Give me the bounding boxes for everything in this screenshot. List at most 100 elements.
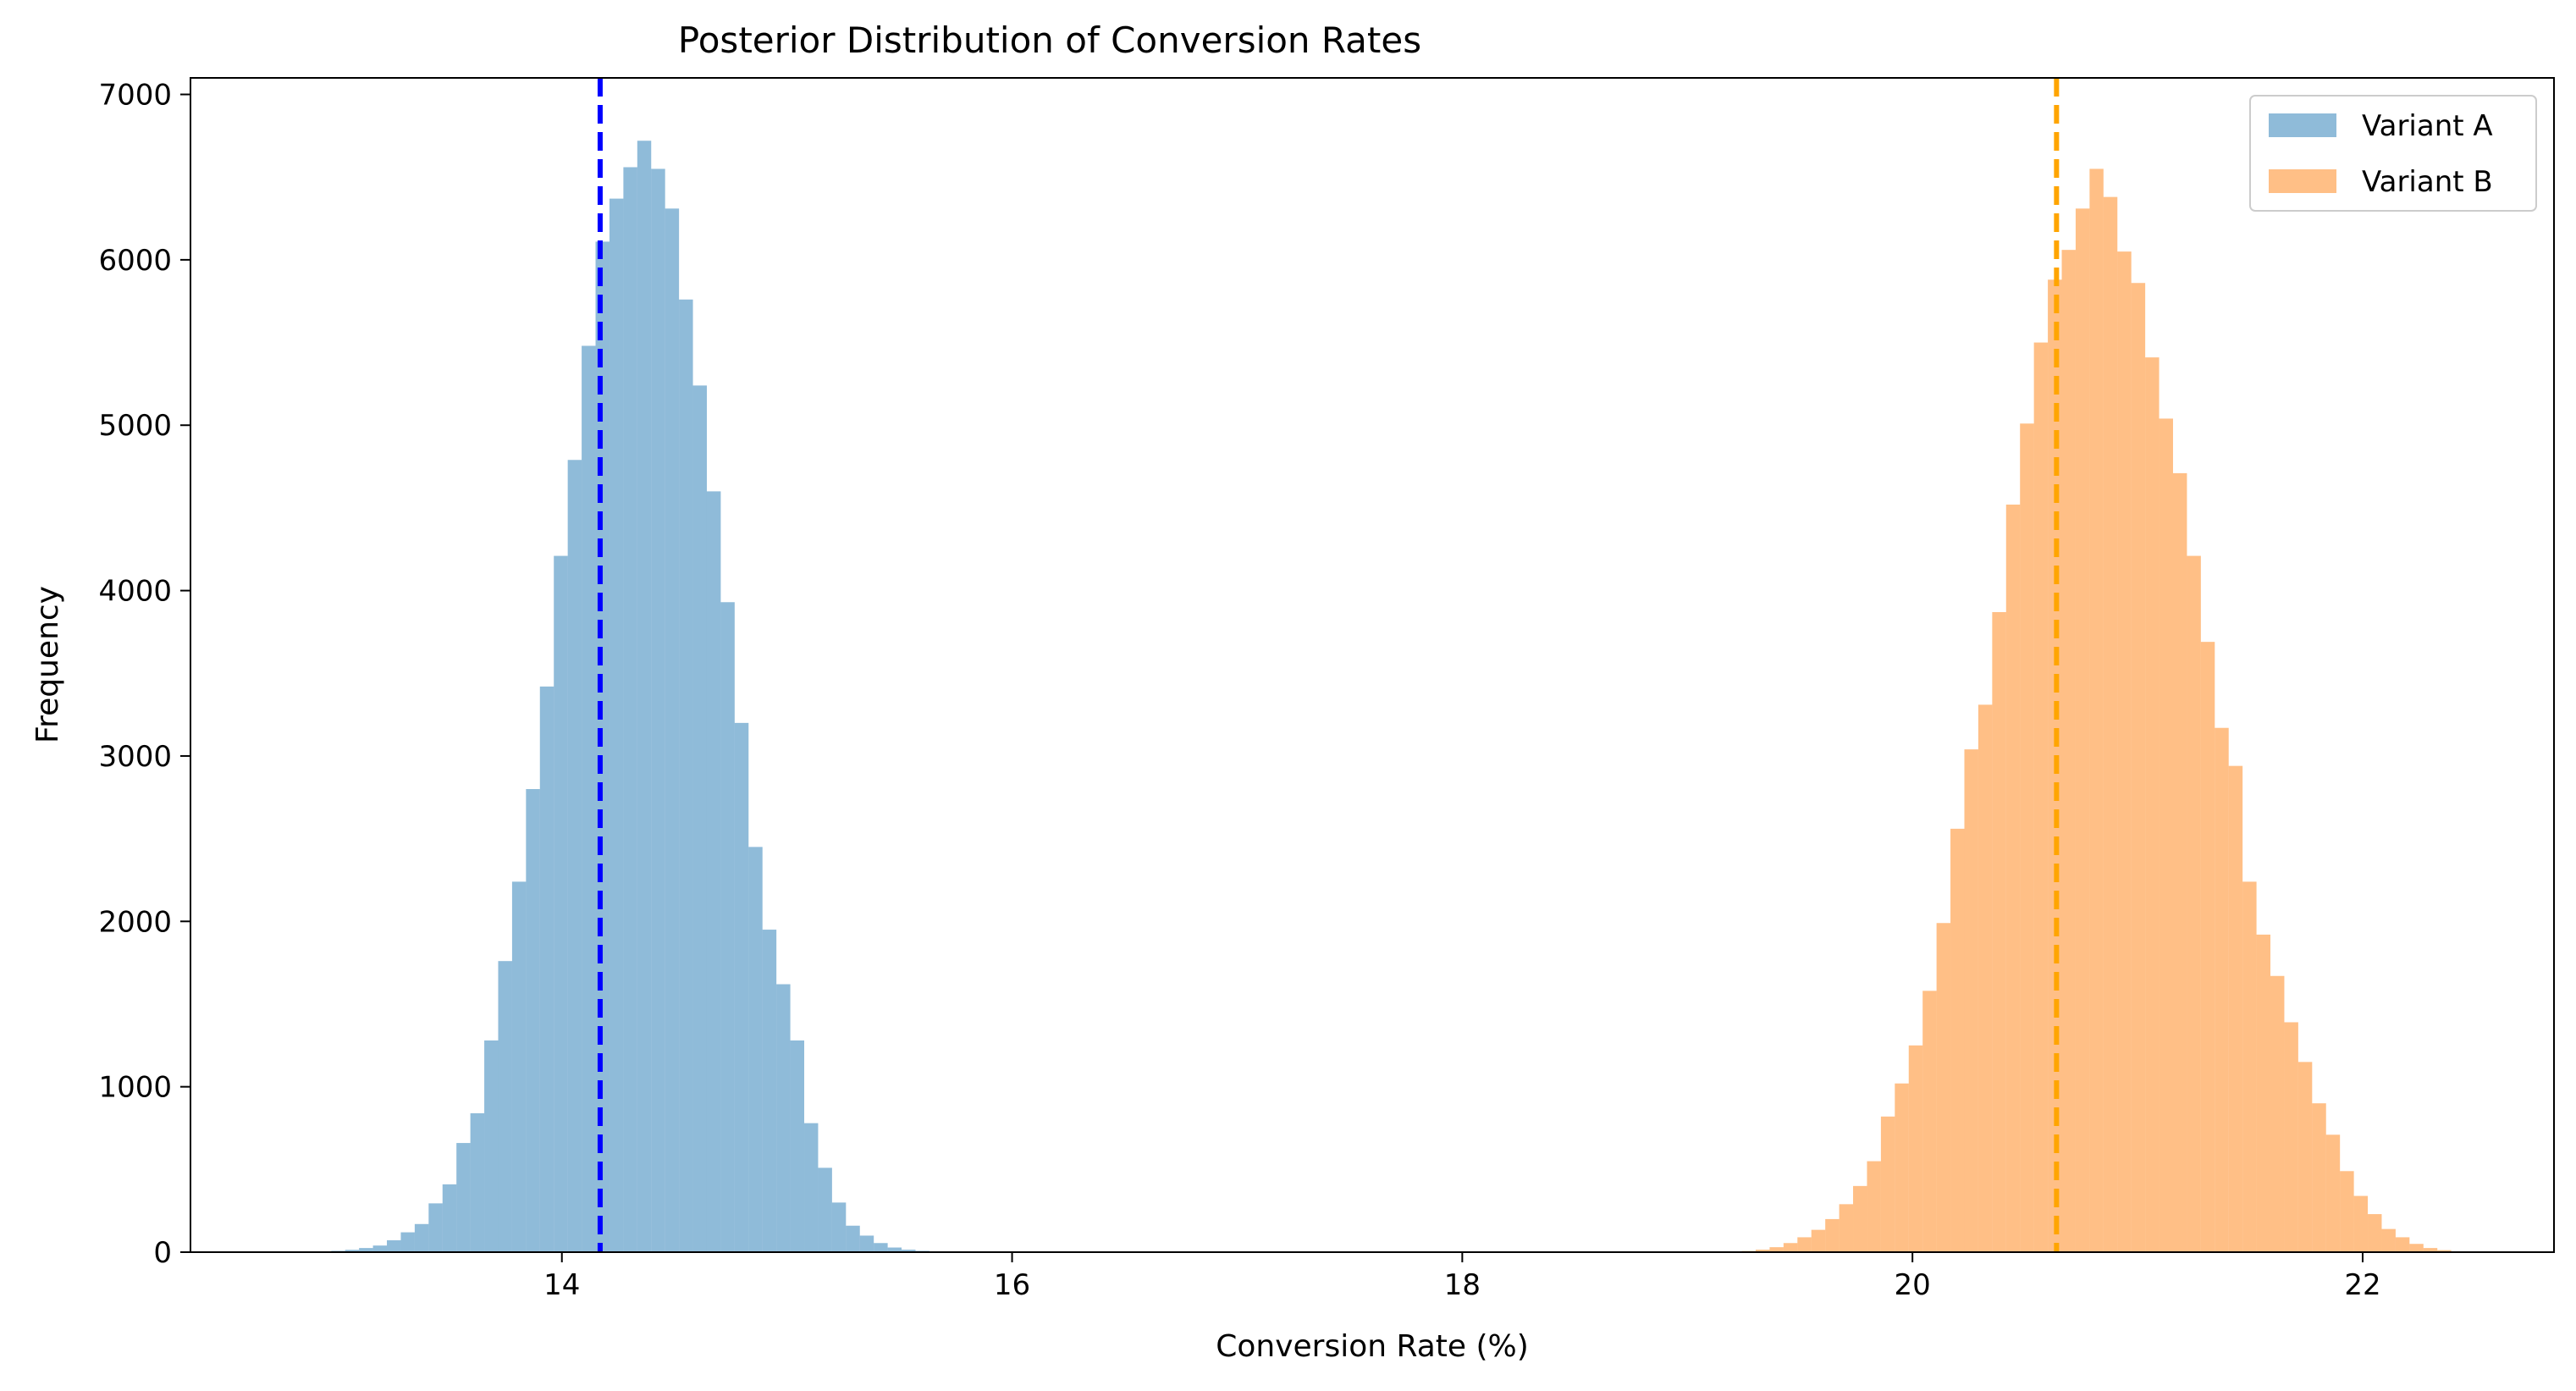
histogram-bar-variant-b xyxy=(2132,283,2145,1252)
legend-label-variant-b: Variant B xyxy=(2362,165,2493,199)
histogram-bar-variant-b xyxy=(2076,208,2089,1252)
histogram-bar-variant-b xyxy=(1825,1219,1839,1252)
histogram-bar-variant-b xyxy=(2215,728,2228,1252)
histogram-bar-variant-a xyxy=(400,1233,414,1252)
histogram-bar-variant-a xyxy=(637,141,651,1252)
histogram-bar-variant-a xyxy=(526,789,539,1252)
histogram-bar-variant-b xyxy=(2006,505,2020,1252)
histogram-bar-variant-a xyxy=(554,556,567,1252)
y-tick-label: 6000 xyxy=(98,244,172,278)
histogram-bar-variant-a xyxy=(665,208,679,1252)
histogram-bar-variant-a xyxy=(568,460,582,1252)
histogram-bar-variant-a xyxy=(763,930,776,1252)
histogram-bar-variant-a xyxy=(623,167,637,1252)
histogram-bar-variant-a xyxy=(693,385,707,1252)
histogram-bar-variant-b xyxy=(2173,473,2187,1252)
histogram-bar-variant-a xyxy=(748,847,762,1252)
x-tick-label: 14 xyxy=(543,1268,580,1302)
histogram-bar-variant-b xyxy=(2201,642,2215,1252)
histogram-bar-variant-b xyxy=(1950,829,1964,1252)
y-axis-label: Frequency xyxy=(30,586,65,743)
histogram-bar-variant-a xyxy=(443,1184,456,1252)
histogram-bar-variant-b xyxy=(2270,976,2284,1252)
legend: Variant A Variant B xyxy=(2250,96,2536,211)
histogram-bar-variant-a xyxy=(804,1123,818,1252)
histogram-bar-variant-b xyxy=(2089,168,2103,1252)
histogram-bar-variant-b xyxy=(2298,1062,2312,1252)
histogram-bar-variant-a xyxy=(387,1240,400,1252)
histogram-bar-variant-b xyxy=(2187,556,2200,1252)
histogram-bar-variant-a xyxy=(484,1040,498,1252)
histogram-bar-variant-b xyxy=(2034,343,2048,1252)
histogram-bar-variant-b xyxy=(2117,251,2131,1252)
chart-title: Posterior Distribution of Conversion Rat… xyxy=(678,19,1421,61)
histogram-bar-variant-b xyxy=(2242,881,2256,1252)
y-tick-label: 7000 xyxy=(98,79,172,113)
histogram-bar-variant-a xyxy=(610,199,623,1252)
histogram-bar-variant-a xyxy=(874,1243,887,1252)
histogram-bar-variant-b xyxy=(2409,1244,2423,1252)
histogram-bar-variant-b xyxy=(2104,197,2117,1252)
histogram-bar-variant-a xyxy=(540,687,554,1252)
legend-swatch-variant-b xyxy=(2269,169,2336,193)
histogram-bar-variant-a xyxy=(860,1235,874,1252)
x-tick-label: 18 xyxy=(1444,1268,1481,1302)
x-tick-label: 20 xyxy=(1895,1268,1931,1302)
histogram-bar-variant-b xyxy=(1881,1117,1895,1252)
histogram-bar-variant-a xyxy=(818,1167,831,1252)
histogram-bar-variant-a xyxy=(373,1245,387,1252)
histogram-bar-variant-a xyxy=(582,345,595,1252)
histogram-bar-variant-b xyxy=(2062,250,2076,1252)
y-tick-label: 2000 xyxy=(98,905,172,939)
histogram-bar-variant-b xyxy=(1784,1243,1797,1252)
histogram-bar-variant-b xyxy=(2354,1196,2368,1252)
histogram-bar-variant-a xyxy=(707,491,720,1252)
y-tick-label: 0 xyxy=(153,1236,172,1270)
histogram-bar-variant-b xyxy=(1978,704,1992,1252)
histogram-bar-variant-b xyxy=(1909,1046,1922,1252)
histogram-bar-variant-a xyxy=(651,168,665,1252)
histogram-bar-variant-a xyxy=(428,1203,442,1252)
histogram-bar-variant-a xyxy=(735,723,748,1252)
histogram-bar-variant-b xyxy=(1937,923,1950,1252)
histogram-bar-variant-a xyxy=(679,300,692,1252)
histogram-bar-variant-b xyxy=(1992,612,2005,1252)
histogram-bar-variant-b xyxy=(1797,1237,1811,1252)
histogram-bar-variant-a xyxy=(791,1040,804,1252)
histogram-bar-variant-a xyxy=(832,1202,846,1252)
histogram-bar-variant-a xyxy=(776,985,790,1252)
histogram-bar-variant-b xyxy=(1867,1162,1880,1252)
histogram-bar-variant-a xyxy=(471,1113,484,1252)
histogram-bar-variant-b xyxy=(1895,1084,1908,1252)
histogram-bar-variant-b xyxy=(2145,357,2159,1252)
histogram-bar-variant-a xyxy=(456,1143,470,1252)
histogram-bar-variant-b xyxy=(2229,766,2242,1252)
histogram-bar-variant-b xyxy=(1853,1186,1867,1252)
histogram-bar-variant-b xyxy=(2340,1171,2353,1252)
y-tick-label: 4000 xyxy=(98,575,172,609)
y-tick-label: 5000 xyxy=(98,409,172,443)
histogram-bar-variant-b xyxy=(1922,991,1936,1252)
histogram-bar-variant-a xyxy=(498,961,511,1252)
legend-label-variant-a: Variant A xyxy=(2362,109,2493,143)
histogram-bar-variant-a xyxy=(846,1226,859,1252)
histogram-bar-variant-b xyxy=(2257,935,2270,1252)
y-tick-label: 1000 xyxy=(98,1071,172,1105)
histogram-bar-variant-b xyxy=(1812,1230,1825,1252)
histogram-bar-variant-b xyxy=(2396,1237,2409,1252)
histogram-bar-variant-b xyxy=(2284,1022,2297,1252)
histogram-bar-variant-b xyxy=(2368,1214,2381,1252)
histogram-bar-variant-b xyxy=(2020,423,2033,1252)
x-tick-label: 22 xyxy=(2344,1268,2380,1302)
histogram-bar-variant-b xyxy=(2326,1134,2340,1252)
histogram-bar-variant-b xyxy=(2381,1229,2395,1252)
histogram-bar-variant-a xyxy=(512,881,526,1252)
y-tick-label: 3000 xyxy=(98,740,172,774)
histogram-bar-variant-a xyxy=(720,602,734,1252)
histogram-bar-variant-b xyxy=(2312,1103,2325,1252)
x-axis-label: Conversion Rate (%) xyxy=(1216,1329,1529,1364)
histogram-bar-variant-b xyxy=(2160,418,2173,1252)
histogram-bar-variant-b xyxy=(1964,749,1978,1252)
